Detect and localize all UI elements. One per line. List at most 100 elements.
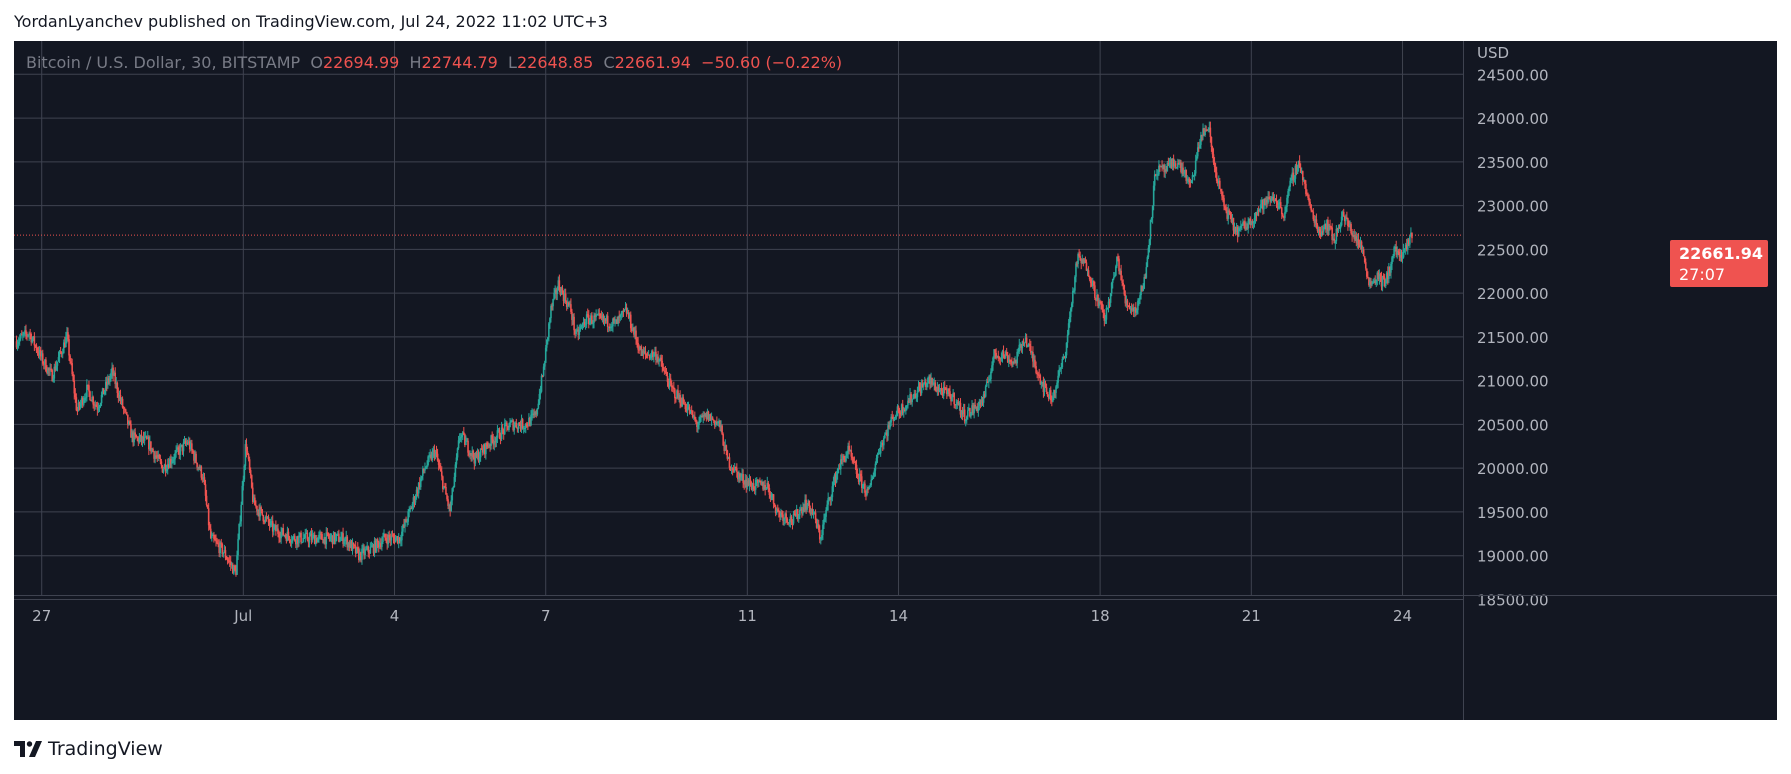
- candle-body: [322, 539, 324, 544]
- candle-body: [948, 388, 950, 392]
- candle-body: [362, 548, 364, 550]
- candle-body: [684, 403, 687, 410]
- candle-body: [128, 421, 130, 425]
- candle-body: [317, 537, 319, 543]
- candle-body: [1268, 196, 1270, 200]
- candle-body: [757, 479, 759, 483]
- candle-body: [321, 534, 323, 540]
- candle-body: [706, 411, 709, 420]
- candle-body: [118, 395, 121, 398]
- candle-body: [616, 319, 618, 324]
- candle-body: [883, 438, 885, 446]
- candle-body: [319, 533, 321, 535]
- candle-body: [593, 315, 595, 323]
- candle-body: [994, 349, 996, 353]
- candle-body: [971, 405, 973, 414]
- candle-body: [176, 447, 178, 451]
- candle-body: [192, 449, 194, 453]
- candle-body: [1027, 343, 1030, 347]
- candle-body: [929, 376, 931, 384]
- candle-body: [1072, 290, 1074, 304]
- candle-body: [707, 411, 710, 421]
- candle-body: [1203, 128, 1205, 136]
- candle-body: [1276, 202, 1279, 209]
- candle-body: [795, 509, 798, 517]
- candle-body: [1248, 218, 1251, 222]
- candle-body: [214, 538, 216, 541]
- symbol-description[interactable]: Bitcoin / U.S. Dollar, 30, BITSTAMP: [26, 53, 301, 72]
- candle-body: [24, 330, 26, 333]
- candle-body: [305, 532, 308, 534]
- candle-body: [931, 377, 933, 385]
- candle-body: [1272, 196, 1275, 202]
- candle-body: [787, 522, 790, 524]
- candle-body: [263, 521, 266, 523]
- candle-body: [109, 377, 111, 382]
- candle-body: [120, 398, 123, 401]
- candle-body: [955, 403, 958, 406]
- candle-body: [679, 394, 681, 404]
- candle-body: [624, 307, 627, 310]
- candle-body: [1366, 268, 1368, 277]
- candle-body: [122, 407, 125, 409]
- candle-body: [272, 526, 275, 532]
- price-chart[interactable]: 18500.00 19000.00 19500.00 20000.00 20500.00…: [14, 41, 1777, 720]
- candle-body: [868, 485, 870, 490]
- candle-body: [543, 362, 546, 367]
- candle-body: [1213, 162, 1216, 168]
- candle-body: [368, 552, 371, 554]
- candle-body: [703, 415, 706, 417]
- candle-body: [646, 354, 649, 356]
- candle-body: [965, 416, 968, 420]
- candle-body: [52, 378, 55, 382]
- candle-body: [356, 547, 359, 550]
- candle-body: [1096, 294, 1098, 301]
- candle-body: [1259, 204, 1262, 209]
- candle-body: [1221, 191, 1223, 197]
- candle-body: [364, 549, 366, 555]
- candle-body: [39, 349, 42, 357]
- tradingview-brand[interactable]: TradingView: [14, 738, 163, 760]
- candle-body: [799, 510, 801, 516]
- open-label: O: [310, 53, 323, 72]
- candle-body: [1144, 277, 1147, 279]
- candle-body: [110, 372, 112, 378]
- candle-body: [1093, 280, 1095, 286]
- candle-body: [1174, 163, 1177, 168]
- candle-body: [522, 428, 525, 430]
- candle-body: [934, 382, 937, 391]
- candle-body: [132, 432, 134, 443]
- candle-body: [737, 471, 739, 480]
- candle-body: [823, 519, 825, 525]
- candle-body: [662, 367, 665, 371]
- candle-body: [580, 325, 583, 328]
- candle-body: [454, 464, 457, 478]
- candle-body: [62, 342, 65, 354]
- candle-body: [1058, 369, 1060, 376]
- candle-body: [406, 521, 408, 523]
- candle-body: [657, 356, 659, 362]
- candle-body: [1232, 217, 1235, 231]
- chart-pane[interactable]: 18500.00 19000.00 19500.00 20000.00 20500.00…: [14, 41, 1777, 720]
- candle-body: [22, 334, 24, 336]
- candle-body: [478, 457, 481, 462]
- candle-body: [1269, 199, 1272, 202]
- candle-body: [894, 416, 897, 418]
- candle-body: [1074, 276, 1076, 291]
- candle-body: [1180, 162, 1182, 172]
- candle-body: [244, 444, 247, 467]
- candle-body: [590, 315, 592, 321]
- candle-body: [136, 437, 139, 439]
- candle-body: [482, 444, 485, 453]
- candle-body: [1123, 285, 1126, 295]
- candle-body: [517, 423, 520, 430]
- candle-body: [1085, 262, 1088, 271]
- candle-body: [1172, 158, 1175, 167]
- candle-body: [1068, 317, 1071, 324]
- candle-body: [1337, 227, 1340, 232]
- candle-body: [604, 318, 607, 321]
- candle-body: [935, 390, 938, 392]
- candle-body: [949, 391, 951, 397]
- candle-body: [82, 400, 85, 405]
- candle-body: [1036, 372, 1038, 374]
